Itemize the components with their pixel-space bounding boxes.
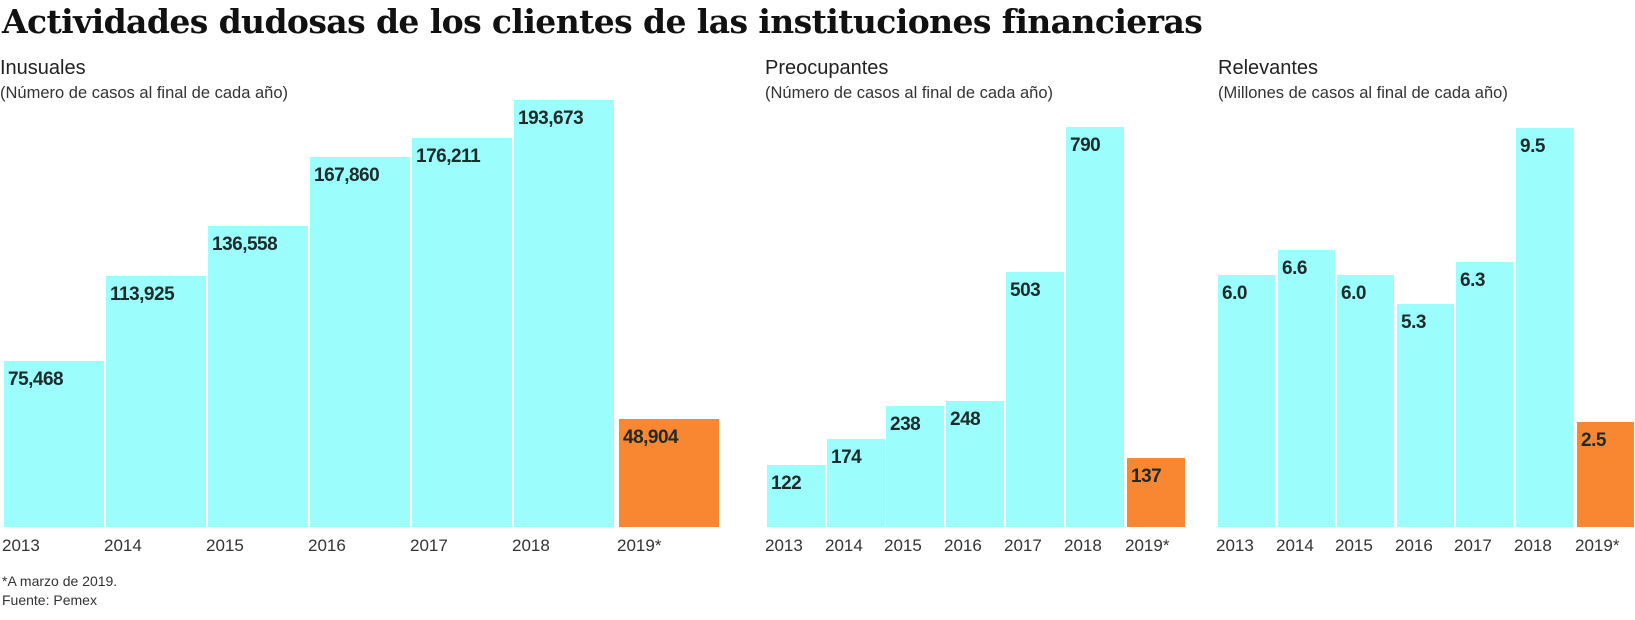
bar-value-label: 6.3	[1460, 270, 1485, 291]
x-axis-label: 2017	[410, 536, 448, 555]
x-axis-label: 2017	[1004, 536, 1042, 555]
bar-2015: 6.0	[1337, 275, 1394, 527]
x-axis-label: 2015	[1335, 536, 1373, 555]
x-axis-label: 2015	[884, 536, 922, 555]
bar-2019: 48,904	[619, 419, 719, 527]
panel-subtitle-2: (Millones de casos al final de cada año)	[1218, 84, 1508, 102]
x-axis-label: 2013	[1216, 536, 1254, 555]
bar-2013: 122	[767, 465, 825, 527]
bar-2014: 6.6	[1278, 250, 1335, 527]
bar-value-label: 75,468	[8, 369, 64, 390]
bar-2015: 136,558	[208, 226, 308, 527]
x-axis-label: 2014	[104, 536, 142, 555]
bar-2014: 174	[827, 439, 885, 527]
x-axis-label: 2013	[765, 536, 803, 555]
bar-value-label: 6.0	[1341, 283, 1366, 304]
bar-value-label: 2.5	[1581, 430, 1606, 451]
bar-value-label: 136,558	[212, 234, 278, 255]
bar-2018: 9.5	[1516, 128, 1573, 527]
chart-title: Actividades dudosas de los clientes de l…	[2, 2, 1203, 41]
bar-value-label: 167,860	[314, 165, 380, 186]
bar-2014: 113,925	[106, 276, 206, 527]
bar-value-label: 5.3	[1401, 312, 1426, 333]
x-axis-label: 2013	[2, 536, 40, 555]
x-axis-label: 2019*	[1575, 536, 1620, 555]
bar-2019: 2.5	[1577, 422, 1634, 527]
x-axis-label: 2018	[1064, 536, 1102, 555]
x-axis-label: 2018	[512, 536, 550, 555]
panel-title-2: Relevantes	[1218, 57, 1319, 79]
x-axis-label: 2019*	[617, 536, 662, 555]
x-axis-label: 2014	[1276, 536, 1314, 555]
x-axis-label: 2016	[944, 536, 982, 555]
bar-value-label: 9.5	[1520, 136, 1545, 157]
bar-2019: 137	[1127, 458, 1185, 527]
bar-value-label: 122	[771, 473, 802, 494]
bar-value-label: 48,904	[623, 427, 679, 448]
bar-2018: 790	[1066, 127, 1124, 527]
x-axis-label: 2018	[1514, 536, 1552, 555]
bar-value-label: 6.0	[1222, 283, 1247, 304]
bar-value-label: 113,925	[110, 284, 175, 305]
bar-2013: 75,468	[4, 361, 104, 527]
panel-title-1: Preocupantes	[765, 57, 889, 79]
bar-value-label: 248	[950, 409, 981, 430]
bar-value-label: 790	[1070, 135, 1101, 156]
x-axis-label: 2019*	[1125, 536, 1170, 555]
bar-2018: 193,673	[514, 100, 614, 527]
bar-value-label: 176,211	[416, 146, 481, 167]
panel-title-0: Inusuales	[0, 57, 86, 79]
x-axis-label: 2017	[1454, 536, 1492, 555]
bar-value-label: 137	[1131, 466, 1162, 487]
panel-subtitle-0: (Número de casos al final de cada año)	[0, 84, 288, 102]
bar-2016: 248	[946, 401, 1004, 527]
x-axis-label: 2015	[206, 536, 244, 555]
bar-value-label: 193,673	[518, 108, 584, 129]
footnote: *A marzo de 2019.	[2, 573, 118, 589]
bar-2015: 238	[886, 406, 944, 527]
bar-value-label: 503	[1010, 280, 1041, 301]
bar-2017: 503	[1006, 272, 1064, 527]
source-note: Fuente: Pemex	[2, 592, 97, 608]
x-axis-label: 2014	[825, 536, 863, 555]
bar-2016: 5.3	[1397, 304, 1454, 527]
bar-value-label: 6.6	[1282, 258, 1307, 279]
bar-2013: 6.0	[1218, 275, 1275, 527]
x-axis-label: 2016	[308, 536, 346, 555]
bar-2017: 176,211	[412, 138, 512, 527]
bar-value-label: 174	[831, 447, 862, 468]
panel-subtitle-1: (Número de casos al final de cada año)	[765, 84, 1053, 102]
bar-2016: 167,860	[310, 157, 410, 527]
bar-2017: 6.3	[1456, 262, 1513, 527]
bar-value-label: 238	[890, 414, 921, 435]
x-axis-label: 2016	[1395, 536, 1433, 555]
